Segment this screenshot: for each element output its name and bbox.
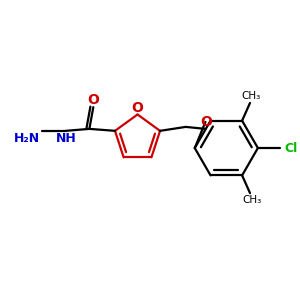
- Text: O: O: [132, 100, 143, 115]
- Text: CH₃: CH₃: [242, 195, 262, 205]
- Text: O: O: [87, 93, 99, 107]
- Text: Cl: Cl: [285, 142, 298, 154]
- Text: O: O: [200, 115, 212, 129]
- Text: H₂N: H₂N: [14, 132, 40, 145]
- Text: NH: NH: [56, 132, 77, 145]
- Text: CH₃: CH₃: [242, 91, 261, 101]
